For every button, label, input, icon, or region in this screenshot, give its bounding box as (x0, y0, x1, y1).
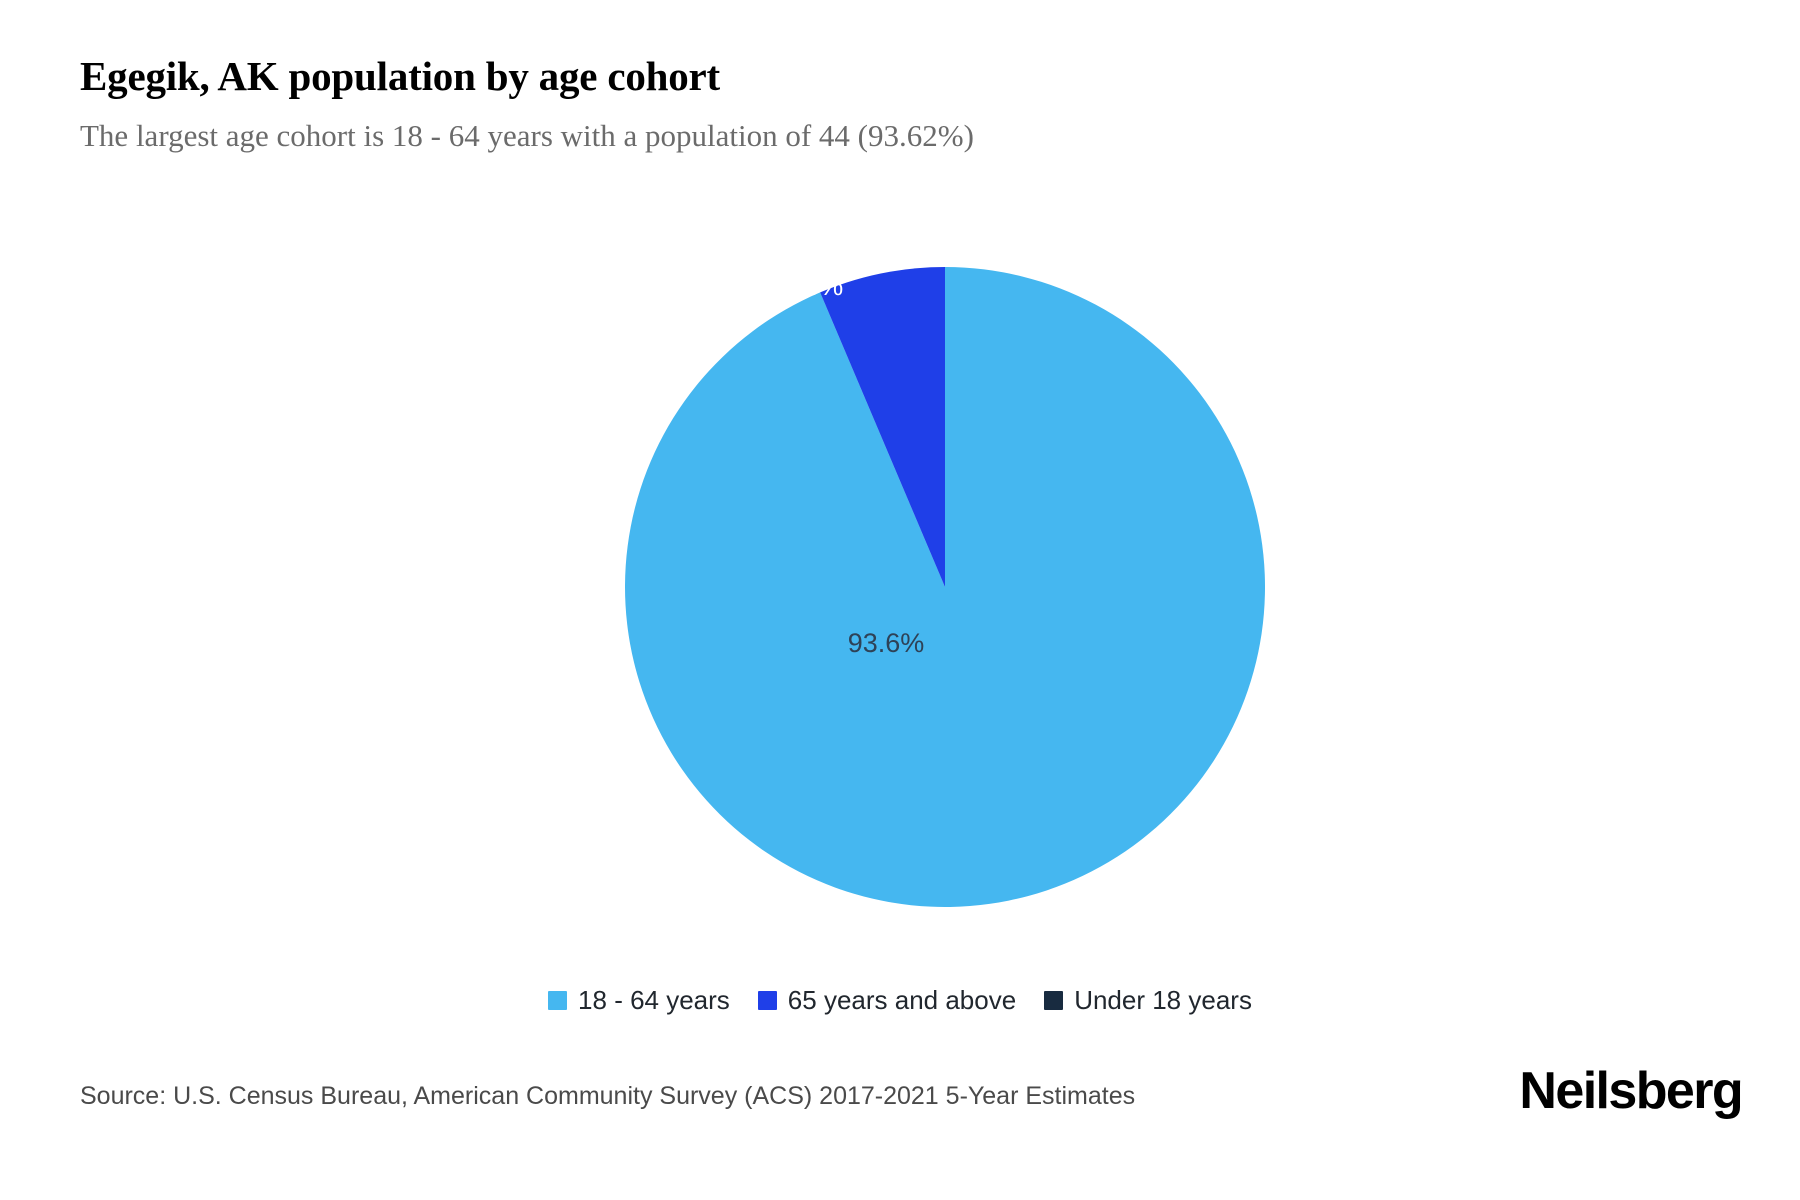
legend-swatch-icon (1044, 990, 1064, 1010)
legend-swatch-icon (548, 990, 568, 1010)
page-subtitle: The largest age cohort is 18 - 64 years … (80, 118, 974, 153)
pie-slice-65-and-above[interactable] (820, 267, 945, 587)
legend-swatch-icon (757, 990, 777, 1010)
legend-item-18-64[interactable]: 18 - 64 years (548, 985, 730, 1015)
legend-label: 65 years and above (787, 985, 1017, 1015)
page-title: Egegik, AK population by age cohort (80, 53, 720, 99)
pie-label-18-64: 93.6% (847, 628, 925, 658)
chart-legend: 18 - 64 years 65 years and above Under 1… (0, 985, 1800, 1015)
legend-label: 18 - 64 years (578, 985, 730, 1015)
pie-chart (625, 267, 1265, 907)
source-note: Source: U.S. Census Bureau, American Com… (80, 1082, 1136, 1110)
legend-item-under-18[interactable]: Under 18 years (1044, 985, 1252, 1015)
plot-area: 6.38% 93.6% (0, 215, 1800, 935)
pie-label-65-and-above: 6.38% (766, 271, 844, 301)
pie-slice-18-64[interactable] (625, 267, 1265, 907)
neilsberg-logo: Neilsberg (1519, 1062, 1743, 1120)
legend-label: Under 18 years (1074, 985, 1252, 1015)
legend-item-65-and-above[interactable]: 65 years and above (757, 985, 1017, 1015)
